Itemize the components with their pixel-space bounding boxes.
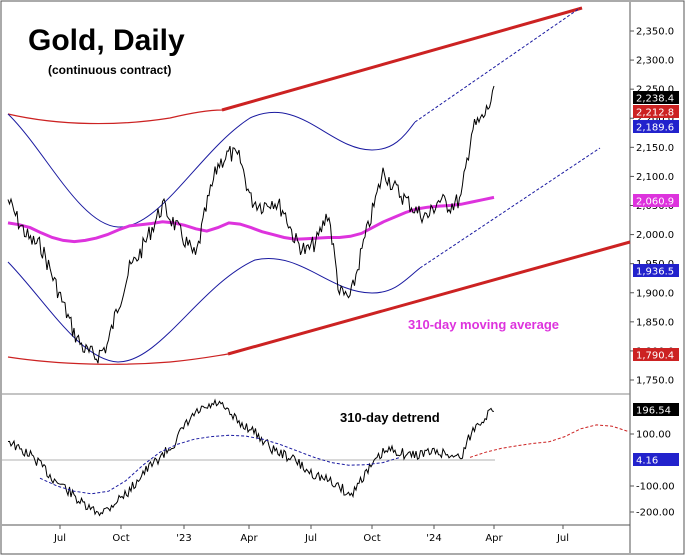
- detrend-title: 310-day detrend: [340, 410, 440, 425]
- y-tick-label: 2,350.0: [636, 27, 674, 38]
- chart-subtitle: (continuous contract): [48, 63, 171, 77]
- moving-average-annotation: 310-day moving average: [408, 317, 559, 332]
- x-tick-label: '24: [426, 533, 441, 544]
- x-tick-label: Jul: [53, 533, 66, 544]
- x-tick-label: Jul: [304, 533, 317, 544]
- price-badge: [633, 194, 679, 207]
- x-tick-label: Apr: [485, 533, 503, 544]
- price-badge-label: 1,790.4: [636, 351, 674, 362]
- detrend-y-tick-label: 100.00: [636, 430, 671, 441]
- detrend-y-tick-label: -100.00: [636, 482, 675, 493]
- price-badge: [633, 264, 679, 277]
- upper-channel-line: [221, 6, 583, 112]
- price-badge-label: 2,060.9: [636, 197, 674, 208]
- detrend-y-tick-label: -200.00: [636, 508, 675, 519]
- y-tick-label: 2,200.0: [636, 114, 674, 125]
- lower-envelope-line: [7, 353, 229, 365]
- x-tick-label: Oct: [363, 533, 380, 544]
- x-tick-label: '23: [176, 533, 191, 544]
- price-badge-label: 2,212.8: [636, 108, 674, 119]
- upper-cycle-projection: [414, 7, 581, 123]
- price-badge: [633, 453, 679, 466]
- y-tick-label: 1,850.0: [636, 317, 674, 328]
- price-badge: [633, 91, 679, 104]
- lower-cycle-projection: [419, 147, 601, 269]
- x-tick-label: Oct: [112, 533, 129, 544]
- price-badge-label: 2,189.6: [636, 123, 674, 134]
- detrend-projection-line: [469, 424, 629, 458]
- price-badge: [633, 105, 679, 118]
- x-axis-ticks: Jul Oct '23 Apr Jul Oct '24 Apr Jul: [53, 525, 569, 544]
- y-tick-label: 1,750.0: [636, 376, 674, 387]
- moving-average-line: [7, 195, 495, 244]
- detrend-line: [7, 398, 495, 517]
- y-tick-label: 2,000.0: [636, 230, 674, 241]
- price-badge: [633, 403, 679, 416]
- gold-price-line: [7, 85, 495, 364]
- y-tick-label: 2,250.0: [636, 85, 674, 96]
- y-tick-label: 1,900.0: [636, 288, 674, 299]
- y-tick-label: 2,100.0: [636, 172, 674, 183]
- price-badge-label: 1,936.5: [636, 267, 674, 278]
- price-badge-label: 4.16: [636, 456, 658, 467]
- price-label-badges: 2,238.4 2,212.8 2,189.6 2,060.9 1,936.5 1,790…: [633, 91, 679, 467]
- x-tick-label: Apr: [240, 533, 258, 544]
- y-tick-label: 2,300.0: [636, 56, 674, 67]
- price-badge: [633, 120, 679, 133]
- price-badge-label: 196.54: [636, 406, 671, 417]
- x-tick-label: Jul: [556, 533, 569, 544]
- upper-envelope-line: [7, 7, 583, 125]
- price-badge: [633, 348, 679, 361]
- upper-cycle-band: [7, 111, 416, 228]
- y-tick-label: 2,150.0: [636, 143, 674, 154]
- detrend-cycle-line: [39, 434, 401, 495]
- lower-channel-line: [227, 240, 631, 356]
- price-badge-label: 2,238.4: [636, 94, 674, 105]
- chart-title: Gold, Daily: [28, 24, 185, 57]
